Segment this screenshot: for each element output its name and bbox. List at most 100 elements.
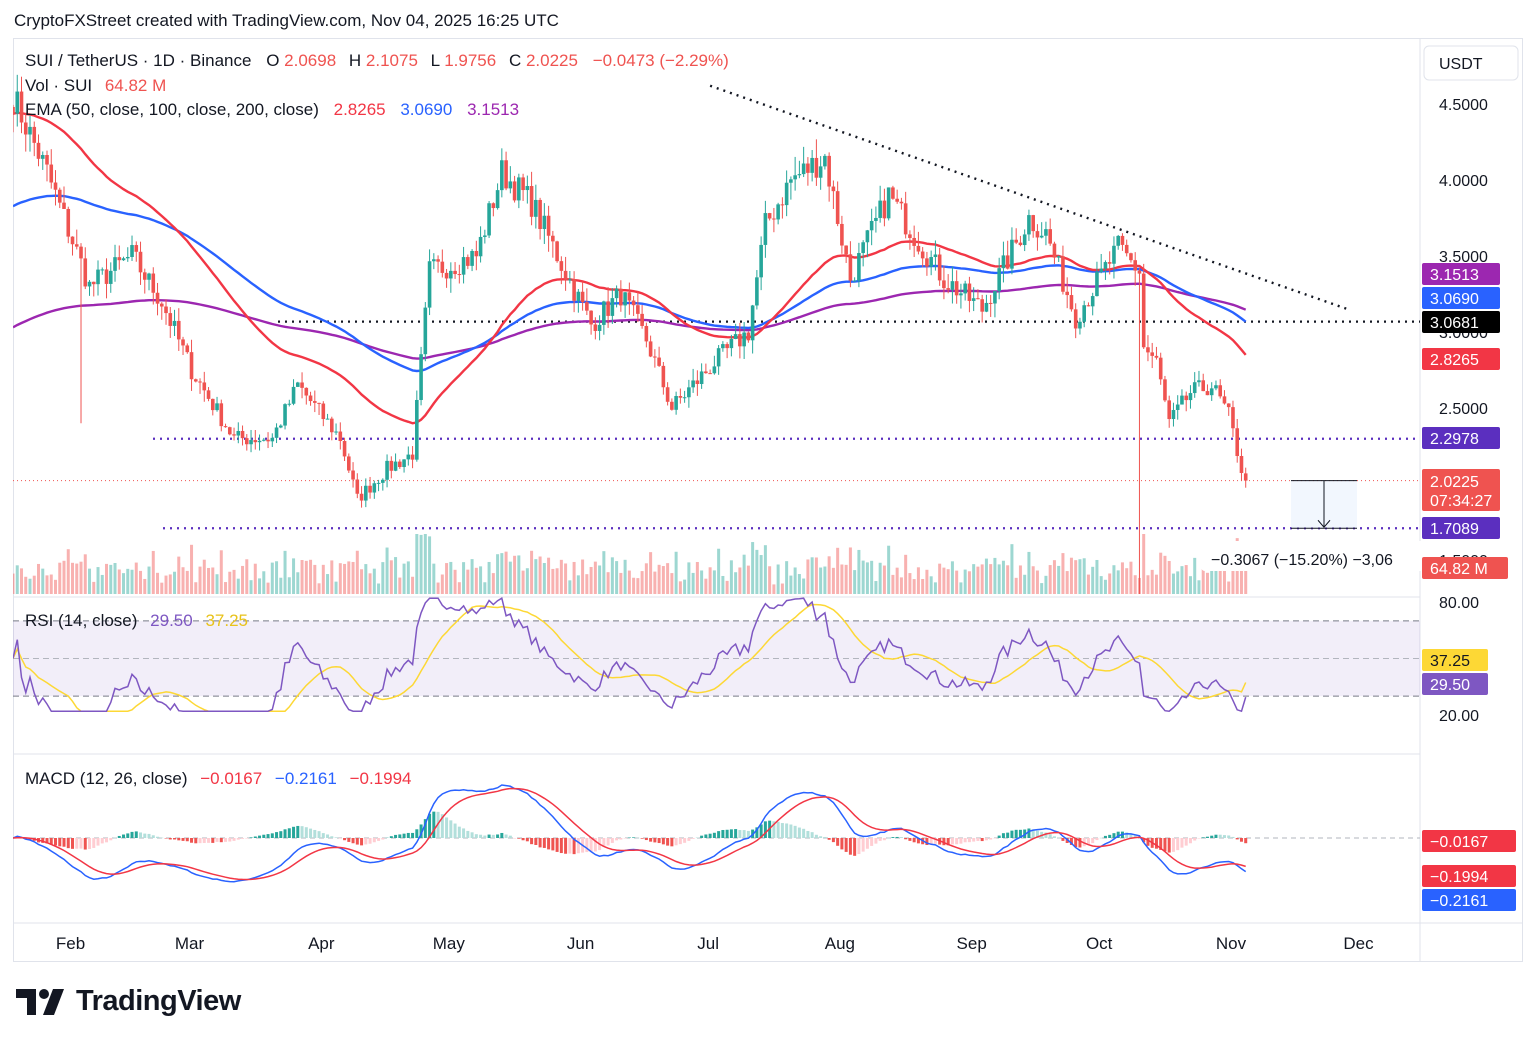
volume-bar [88,568,92,594]
candle-body [606,301,610,316]
legend-vol-value: 64.82 M [105,76,166,95]
volume-bar [976,566,980,594]
candle-body [257,440,262,443]
candle-body [1078,321,1082,329]
macd-histogram-bar [929,838,933,845]
legend-ema50: 2.8265 [334,100,386,119]
candle-body [729,338,734,349]
candle-body [125,256,130,259]
volume-bar [1244,561,1248,594]
macd-histogram-bar [606,838,610,846]
measure-label-bg [1201,541,1431,571]
macd-histogram-bar [419,824,423,838]
volume-bar [1074,560,1078,594]
volume-bar [253,563,257,594]
macd-histogram-bar [113,837,117,839]
volume-bar [542,563,546,594]
legend-macd-signal: −0.1994 [350,769,412,788]
candle-body [746,332,751,341]
candle-body [108,270,113,284]
volume-bar [321,564,325,594]
currency-button[interactable] [1423,45,1519,81]
macd-histogram-bar [219,838,223,843]
macd-histogram-bar [972,838,976,842]
volume-bar [266,582,270,594]
candle-body [1052,243,1057,258]
volume-bar [1052,560,1056,594]
candle-body [147,273,151,280]
macd-histogram-bar [377,838,381,841]
macd-histogram-bar [1078,838,1082,848]
candle-body [508,181,513,189]
macd-badge: −0.1994 [1430,869,1488,886]
candle-body [546,215,551,236]
candle-body [899,201,904,204]
macd-histogram-bar [615,838,619,841]
macd-histogram-bar [1146,838,1150,846]
macd-histogram-bar [1125,832,1129,838]
volume-bar [895,567,899,594]
candle-body [920,251,925,259]
macd-histogram-bar [1235,838,1239,840]
candle-body [576,291,581,301]
macd-histogram-bar [1065,838,1069,843]
volume-bar [632,577,636,594]
price-badge-bg [1422,348,1500,370]
volume-bar [415,534,419,594]
candle-body [1103,262,1108,269]
candle-body [1205,391,1210,396]
time-axis[interactable]: Feb Mar Apr May Jun Jul Aug Sep Oct Nov Dec [56,934,1374,953]
measure-label: −0.3067 (−15.20%) −3,06 [1211,552,1393,569]
trendline[interactable] [709,84,1349,311]
macd-histogram-bar [389,836,393,838]
macd-histogram-bar [534,838,538,845]
macd-histogram-bar [912,838,916,843]
measure-tool[interactable]: −0.3067 (−15.20%) −3,06 [1201,480,1431,571]
volume-bar [666,563,670,594]
macd-signal-line [12,787,1246,881]
volume-bar [598,565,602,594]
candle-body [372,483,377,493]
macd-histogram-bar [1163,838,1167,852]
volume-bar [1227,581,1231,594]
time-axis-label: May [433,934,466,953]
volume-bar [1154,574,1158,594]
price-chart[interactable]: −0.3067 (−15.20%) −3,06 SUI / TetherUS ·… [11,38,1523,962]
candle-body [91,281,96,285]
macd-histogram-bar [440,814,444,838]
candle-body [444,272,449,279]
candle-body [1022,234,1027,246]
macd-histogram-bar [1193,838,1197,841]
macd-histogram-bar [666,838,670,846]
candle-body [457,274,462,276]
volume-bar [899,577,903,594]
candle-body [393,461,398,471]
macd-histogram-bar [763,821,767,838]
volume-bar [627,570,631,594]
volume-bar [840,564,844,594]
volume-bar [71,562,75,594]
volume-bar [279,577,283,594]
volume-bar [738,567,742,594]
macd-histogram-bar [96,838,100,846]
volume-bar [304,560,308,594]
volume-bar [457,582,461,594]
volume-bar [1201,556,1205,594]
macd-badge: −0.2161 [1430,893,1488,910]
volume-bar [330,560,334,594]
candle-body [665,387,670,402]
volume-bar [1065,571,1069,594]
candle-body [538,199,542,230]
volume-bar [619,572,623,594]
macd-histogram-bar [627,837,631,838]
macd-histogram-bar [279,831,283,838]
macd-histogram-bar [398,834,402,838]
chart-container[interactable]: −0.3067 (−15.20%) −3,06 SUI / TetherUS ·… [11,38,1523,962]
volume-bar [445,563,449,594]
macd-histogram-bar [844,838,848,852]
legend-symbol: SUI / TetherUS · 1D · Binance [25,51,251,70]
candle-body [835,191,840,224]
candle-body [104,269,109,284]
candle-body [1167,400,1172,420]
volume-bar [908,573,912,594]
